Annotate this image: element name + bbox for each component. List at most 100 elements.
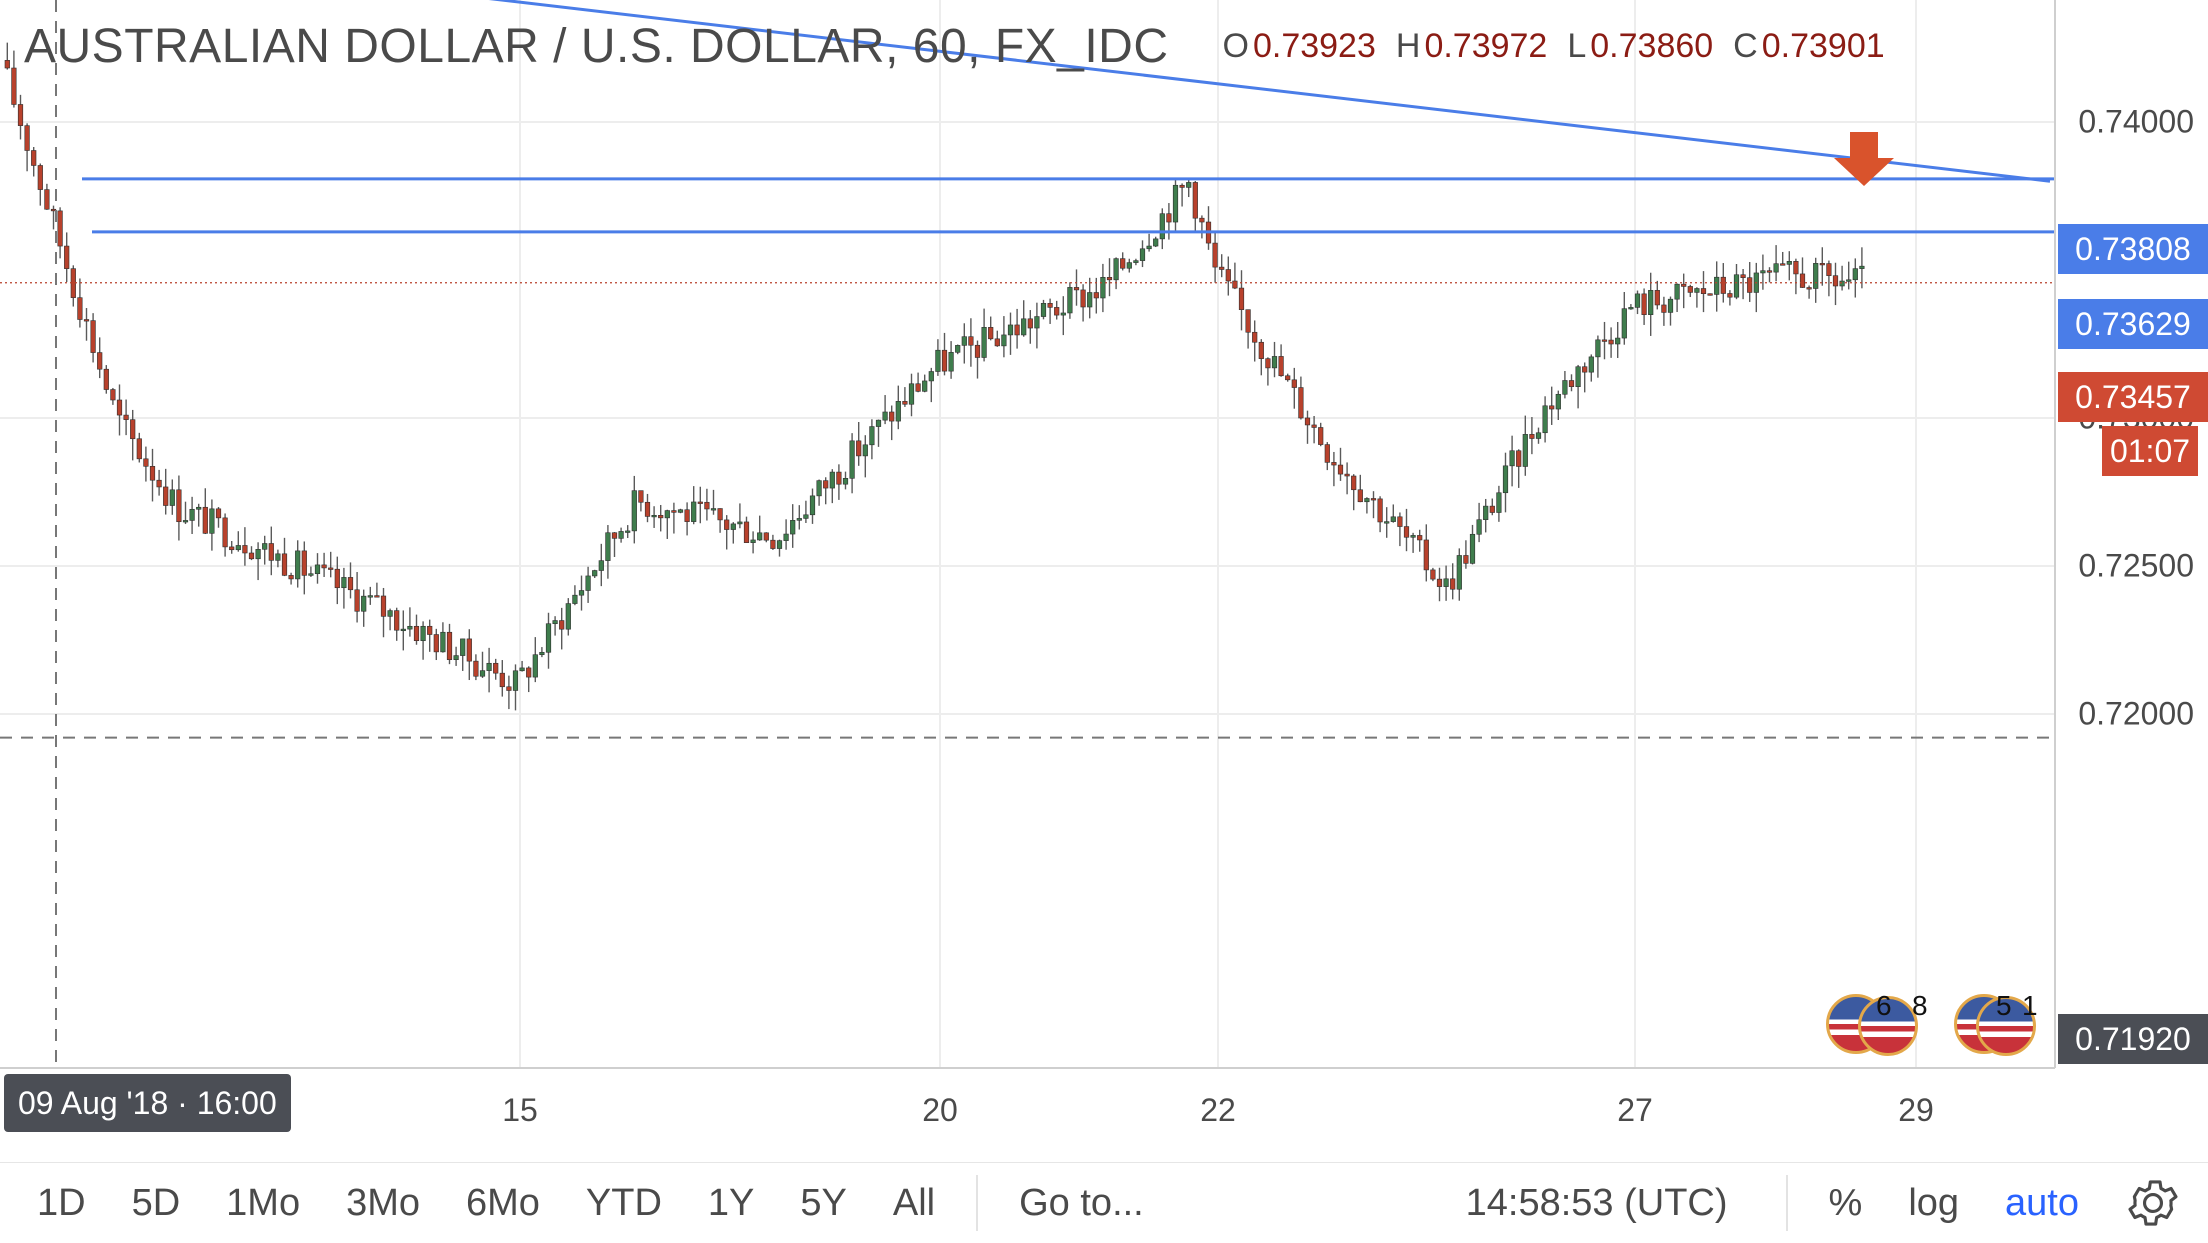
candle-body <box>625 530 631 533</box>
candle-body <box>1760 270 1766 274</box>
candle-body <box>664 510 670 519</box>
trendline <box>488 0 2051 183</box>
candle-body <box>1516 450 1522 467</box>
candle-body <box>1793 261 1799 275</box>
candle-body <box>321 564 327 569</box>
event-count: 6 <box>1876 990 1892 1021</box>
candle-body <box>1700 288 1707 294</box>
candle-body <box>585 575 591 591</box>
candle-body <box>1199 217 1205 223</box>
candle-body <box>1397 516 1403 527</box>
candle-body <box>1773 263 1779 273</box>
candle-body <box>697 501 703 504</box>
candle-body <box>1786 261 1792 265</box>
event-count: 5 <box>1996 990 2012 1021</box>
candle-body <box>1601 339 1608 342</box>
candle-body <box>1384 521 1390 524</box>
candle-body <box>1469 533 1476 564</box>
candle-body <box>1436 578 1443 587</box>
candle-body <box>882 411 888 421</box>
bottom-toolbar: 1D 5D 1Mo 3Mo 6Mo YTD 1Y 5Y All Go to...… <box>0 1162 2208 1243</box>
symbol-title: AUSTRALIAN DOLLAR / U.S. DOLLAR, 60, FX_… <box>24 19 1169 73</box>
candle-body <box>1238 287 1245 310</box>
candle-body <box>90 320 96 353</box>
candle-body <box>941 349 948 372</box>
candle-body <box>1707 293 1713 296</box>
candle-body <box>862 444 868 457</box>
candle-body <box>1740 274 1746 278</box>
candle-body <box>486 662 492 671</box>
candle-body <box>545 623 552 653</box>
candle-body <box>1562 380 1568 395</box>
candle-body <box>1727 293 1733 298</box>
candle-body <box>631 490 637 532</box>
candle-body <box>163 486 169 506</box>
candle-body <box>691 501 697 522</box>
candle-body <box>1073 287 1080 291</box>
candle-body <box>1621 308 1627 339</box>
gear-icon[interactable] <box>2124 1174 2182 1232</box>
candle-body <box>1509 450 1515 467</box>
range-3mo-button[interactable]: 3Mo <box>346 1181 420 1224</box>
x-tick-label: 15 <box>502 1092 538 1128</box>
price-chart[interactable] <box>0 0 2208 1160</box>
utc-clock[interactable]: 14:58:53 (UTC) <box>1465 1181 1728 1224</box>
candle-body <box>222 517 228 548</box>
range-6mo-button[interactable]: 6Mo <box>466 1181 540 1224</box>
goto-button[interactable]: Go to... <box>1019 1181 1144 1224</box>
candle-body <box>1456 555 1462 590</box>
range-1y-button[interactable]: 1Y <box>707 1181 755 1224</box>
range-1d-button[interactable]: 1D <box>37 1181 86 1224</box>
candle-body <box>1661 304 1667 313</box>
candle-body <box>1634 293 1641 308</box>
log-scale-toggle[interactable]: log <box>1908 1181 1960 1224</box>
candle-body <box>1285 375 1291 381</box>
percent-scale-toggle[interactable]: % <box>1828 1181 1863 1224</box>
us-flag-icon[interactable] <box>1858 996 1918 1056</box>
candle-body <box>730 523 736 530</box>
candle-body <box>4 60 10 69</box>
candle-body <box>1093 292 1099 299</box>
candle-body <box>743 521 750 543</box>
us-flag-icon[interactable] <box>1976 996 2036 1056</box>
candle-body <box>1304 417 1311 426</box>
range-5y-button[interactable]: 5Y <box>800 1181 847 1224</box>
candle-body <box>684 509 690 522</box>
candlestick-series <box>4 42 1865 711</box>
candle-body <box>1410 535 1416 538</box>
candle-body <box>988 327 994 340</box>
economic-events[interactable]: 6 8 5 1 <box>1826 990 2038 1056</box>
range-5d-button[interactable]: 5D <box>131 1181 181 1224</box>
range-ytd-button[interactable]: YTD <box>585 1181 662 1224</box>
candle-body <box>248 552 255 560</box>
candle-body <box>1799 273 1806 288</box>
candle-body <box>842 478 849 485</box>
candle-body <box>1522 434 1528 467</box>
candle-body <box>836 471 842 485</box>
candle-body <box>229 546 235 551</box>
candle-body <box>446 631 453 661</box>
candle-body <box>97 352 103 370</box>
candle-body <box>717 508 723 521</box>
candle-body <box>268 543 274 561</box>
candle-body <box>341 577 347 589</box>
candle-body <box>1615 337 1621 345</box>
candle-body <box>57 210 63 247</box>
range-1mo-button[interactable]: 1Mo <box>226 1181 301 1224</box>
candle-body <box>427 625 433 635</box>
candle-body <box>519 667 525 672</box>
chart-legend: AUSTRALIAN DOLLAR / U.S. DOLLAR, 60, FX_… <box>24 14 1885 78</box>
candle-body <box>677 509 684 513</box>
candle-body <box>189 508 195 521</box>
x-tick-label: 27 <box>1617 1092 1653 1128</box>
candle-body <box>1483 505 1489 521</box>
candle-body <box>644 501 651 517</box>
candle-body <box>1819 263 1825 266</box>
candle-body <box>1832 275 1839 287</box>
candle-body <box>433 634 439 653</box>
candle-body <box>387 610 393 617</box>
range-all-button[interactable]: All <box>892 1181 936 1224</box>
candle-body <box>816 480 822 497</box>
auto-scale-toggle[interactable]: auto <box>2005 1181 2079 1224</box>
candle-body <box>394 610 400 631</box>
